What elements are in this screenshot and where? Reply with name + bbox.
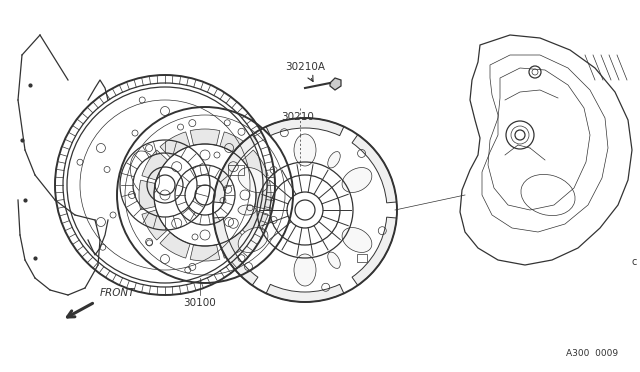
Wedge shape xyxy=(255,180,271,210)
Wedge shape xyxy=(266,284,344,302)
Wedge shape xyxy=(243,210,268,240)
Text: 30210: 30210 xyxy=(282,112,314,122)
Ellipse shape xyxy=(342,228,372,253)
Wedge shape xyxy=(220,232,250,258)
Ellipse shape xyxy=(342,167,372,192)
Polygon shape xyxy=(330,78,341,90)
Wedge shape xyxy=(243,150,268,180)
Wedge shape xyxy=(352,135,397,203)
Wedge shape xyxy=(352,217,397,285)
Wedge shape xyxy=(142,210,168,240)
Wedge shape xyxy=(266,118,344,136)
Wedge shape xyxy=(213,135,258,203)
Text: A300  0009: A300 0009 xyxy=(566,349,618,358)
Ellipse shape xyxy=(238,205,256,215)
Wedge shape xyxy=(139,180,156,210)
Text: 30100: 30100 xyxy=(184,298,216,308)
Ellipse shape xyxy=(328,151,340,168)
Ellipse shape xyxy=(238,228,268,253)
Wedge shape xyxy=(213,217,258,285)
Text: FRONT: FRONT xyxy=(100,288,136,298)
Wedge shape xyxy=(190,245,220,261)
Wedge shape xyxy=(160,232,190,258)
Text: c: c xyxy=(632,257,637,267)
Wedge shape xyxy=(142,150,168,180)
Wedge shape xyxy=(160,132,190,158)
Ellipse shape xyxy=(238,167,268,192)
Ellipse shape xyxy=(294,254,316,286)
Wedge shape xyxy=(220,132,250,158)
Wedge shape xyxy=(190,129,220,145)
Text: 30210A: 30210A xyxy=(285,62,325,72)
Ellipse shape xyxy=(328,252,340,269)
Ellipse shape xyxy=(294,134,316,166)
